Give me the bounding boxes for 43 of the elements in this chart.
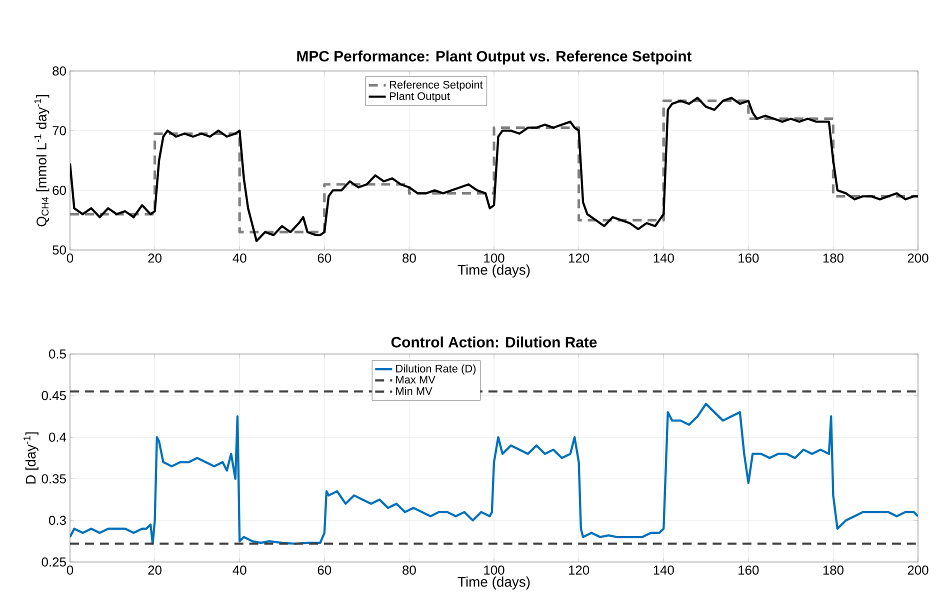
chart-title: Control Action: Dilution Rate xyxy=(391,336,597,348)
legend-label: Dilution Rate (D) xyxy=(396,364,476,375)
x-tick-label: 180 xyxy=(823,566,844,575)
x-tick-label: 180 xyxy=(823,254,844,263)
y-axis-title: D [day$^{-1}$] xyxy=(24,432,38,484)
x-tick-label: 0 xyxy=(66,566,74,575)
x-tick-label: 60 xyxy=(318,566,332,575)
y-tick-label: 70 xyxy=(52,126,66,136)
x-tick-label: 0 xyxy=(66,254,74,263)
x-tick-label: 160 xyxy=(738,566,759,575)
x-tick-label: 120 xyxy=(568,566,590,575)
x-tick-label: 160 xyxy=(738,254,759,263)
chart-title: MPC Performance: Plant Output vs. Reference Setpoint xyxy=(297,50,692,64)
legend-label: Reference Setpoint xyxy=(390,80,483,91)
legend-label: Max MV xyxy=(396,376,436,384)
x-tick-label: 200 xyxy=(908,566,928,575)
x-axis-title: Time (days) xyxy=(458,264,530,278)
x-tick-label: 60 xyxy=(318,254,332,263)
x-axis-title: Time (days) xyxy=(458,576,530,590)
x-tick-label: 20 xyxy=(148,254,162,263)
x-tick-label: 20 xyxy=(148,566,162,575)
x-tick-label: 140 xyxy=(654,566,674,575)
x-tick-label: 100 xyxy=(484,254,504,263)
y-tick-label: 0.5 xyxy=(48,349,66,359)
x-tick-label: 40 xyxy=(232,566,246,575)
y-tick-label: 50 xyxy=(52,245,66,255)
y-tick-label: 0.45 xyxy=(42,391,66,400)
x-tick-label: 120 xyxy=(568,254,590,263)
legend-label: Plant Output xyxy=(390,92,450,102)
x-tick-label: 200 xyxy=(908,254,928,263)
y-tick-label: 80 xyxy=(52,66,66,76)
x-tick-label: 80 xyxy=(402,254,416,263)
legend-label: Min MV xyxy=(396,386,432,395)
x-tick-label: 80 xyxy=(402,566,416,575)
y-tick-label: 0.35 xyxy=(42,474,66,484)
x-tick-label: 100 xyxy=(484,566,504,575)
y-tick-label: 0.3 xyxy=(48,516,66,525)
y-tick-label: 0.25 xyxy=(42,557,66,567)
y-tick-label: 0.4 xyxy=(48,432,66,442)
x-tick-label: 140 xyxy=(654,254,674,263)
y-axis-title: Q$_{CH4}$ [mmol L$^{-1}$ day$^{-1}$] xyxy=(34,95,50,226)
x-tick-label: 40 xyxy=(232,254,246,263)
y-tick-label: 60 xyxy=(52,186,66,195)
